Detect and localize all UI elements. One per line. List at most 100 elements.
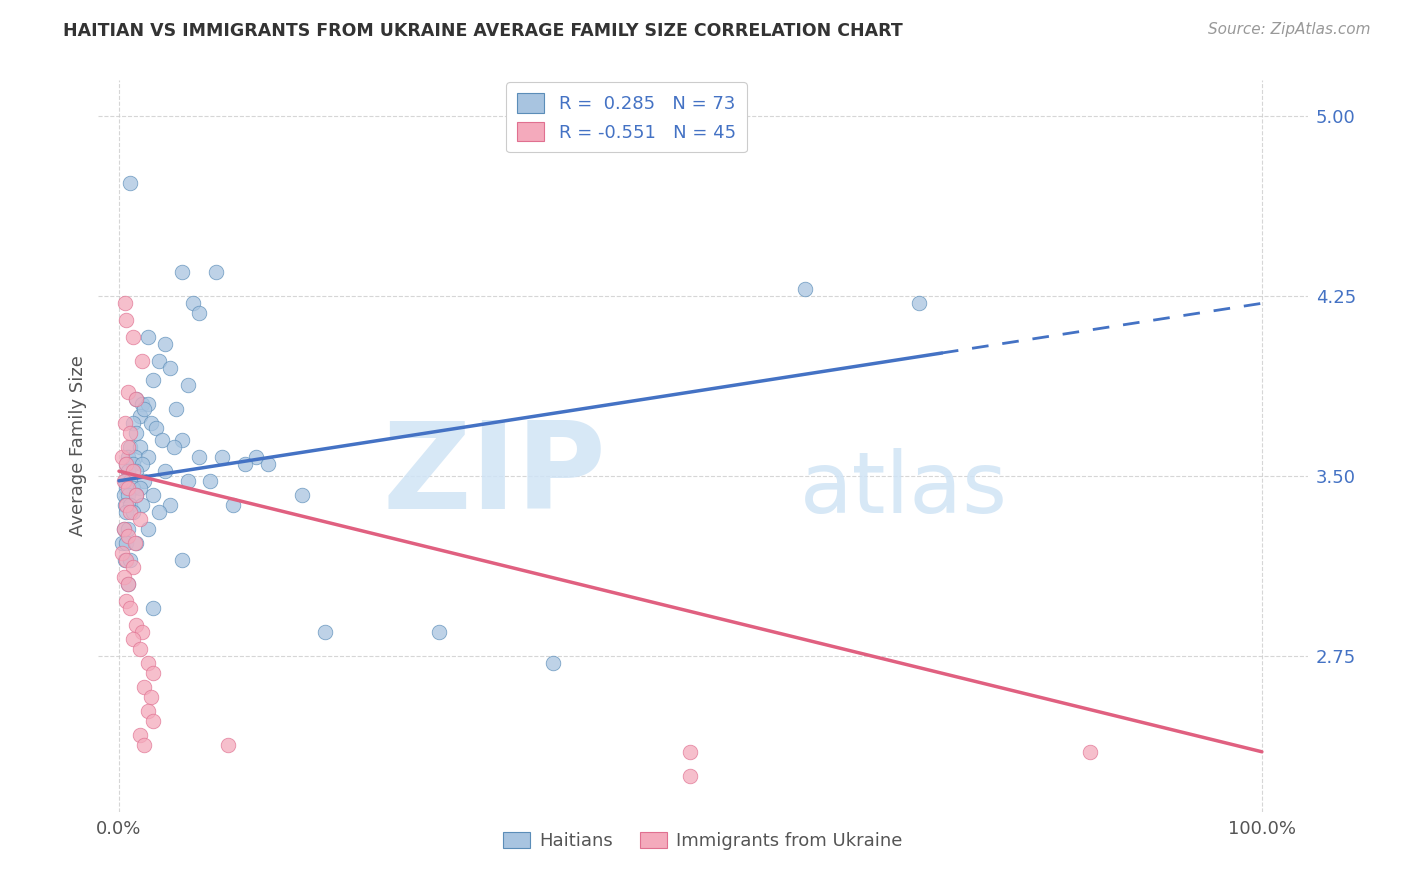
Point [145, 421, 167, 435]
Text: ZIP: ZIP [382, 417, 606, 533]
Point [170, 553, 193, 567]
Point [163, 440, 186, 454]
Point [314, 624, 336, 639]
Point [165, 401, 187, 416]
Point [115, 457, 138, 471]
Point [679, 745, 702, 759]
Point [139, 416, 162, 430]
Point [793, 282, 815, 296]
Point [136, 704, 159, 718]
Point [114, 498, 136, 512]
Point [1080, 745, 1102, 759]
Point [170, 265, 193, 279]
Point [125, 425, 148, 440]
Point [142, 665, 165, 680]
Point [148, 505, 170, 519]
Point [117, 529, 139, 543]
Point [136, 330, 159, 344]
Point [139, 690, 162, 704]
Point [128, 481, 150, 495]
Point [256, 457, 278, 471]
Point [217, 738, 239, 752]
Point [114, 296, 136, 310]
Point [115, 498, 138, 512]
Point [131, 498, 153, 512]
Point [188, 306, 211, 320]
Point [114, 553, 136, 567]
Point [112, 474, 135, 488]
Point [125, 464, 148, 478]
Point [124, 450, 146, 464]
Point [222, 498, 245, 512]
Point [114, 474, 136, 488]
Point [128, 641, 150, 656]
Point [159, 498, 181, 512]
Point [115, 481, 138, 495]
Point [131, 624, 153, 639]
Point [136, 397, 159, 411]
Point [679, 769, 702, 783]
Point [134, 401, 156, 416]
Point [176, 474, 198, 488]
Point [115, 553, 138, 567]
Point [125, 488, 148, 502]
Point [188, 450, 211, 464]
Point [136, 522, 159, 536]
Point [125, 536, 148, 550]
Point [117, 450, 139, 464]
Point [125, 488, 148, 502]
Point [117, 481, 139, 495]
Point [128, 409, 150, 423]
Point [181, 296, 204, 310]
Point [136, 450, 159, 464]
Y-axis label: Average Family Size: Average Family Size [69, 356, 87, 536]
Point [120, 505, 142, 519]
Point [120, 425, 142, 440]
Point [153, 464, 176, 478]
Point [176, 377, 198, 392]
Point [427, 624, 450, 639]
Text: Source: ZipAtlas.com: Source: ZipAtlas.com [1208, 22, 1371, 37]
Point [120, 440, 142, 454]
Point [131, 457, 153, 471]
Point [131, 397, 153, 411]
Text: atlas: atlas [800, 449, 1008, 532]
Point [291, 488, 314, 502]
Point [205, 265, 228, 279]
Point [117, 440, 139, 454]
Point [117, 488, 139, 502]
Point [115, 593, 138, 607]
Point [159, 361, 181, 376]
Point [120, 177, 142, 191]
Point [121, 416, 143, 430]
Point [543, 656, 565, 670]
Point [142, 714, 165, 728]
Point [121, 464, 143, 478]
Legend: Haitians, Immigrants from Ukraine: Haitians, Immigrants from Ukraine [496, 825, 910, 857]
Point [908, 296, 931, 310]
Point [128, 512, 150, 526]
Point [125, 392, 148, 407]
Point [124, 536, 146, 550]
Point [120, 474, 142, 488]
Point [121, 505, 143, 519]
Point [117, 577, 139, 591]
Point [142, 373, 165, 387]
Point [117, 577, 139, 591]
Point [112, 522, 135, 536]
Point [125, 392, 148, 407]
Point [121, 560, 143, 574]
Point [200, 474, 222, 488]
Point [115, 457, 138, 471]
Point [233, 457, 256, 471]
Point [120, 553, 142, 567]
Point [136, 656, 159, 670]
Point [115, 536, 138, 550]
Point [134, 680, 156, 694]
Point [111, 450, 134, 464]
Point [121, 632, 143, 646]
Point [115, 313, 138, 327]
Point [111, 536, 134, 550]
Point [148, 354, 170, 368]
Point [152, 433, 174, 447]
